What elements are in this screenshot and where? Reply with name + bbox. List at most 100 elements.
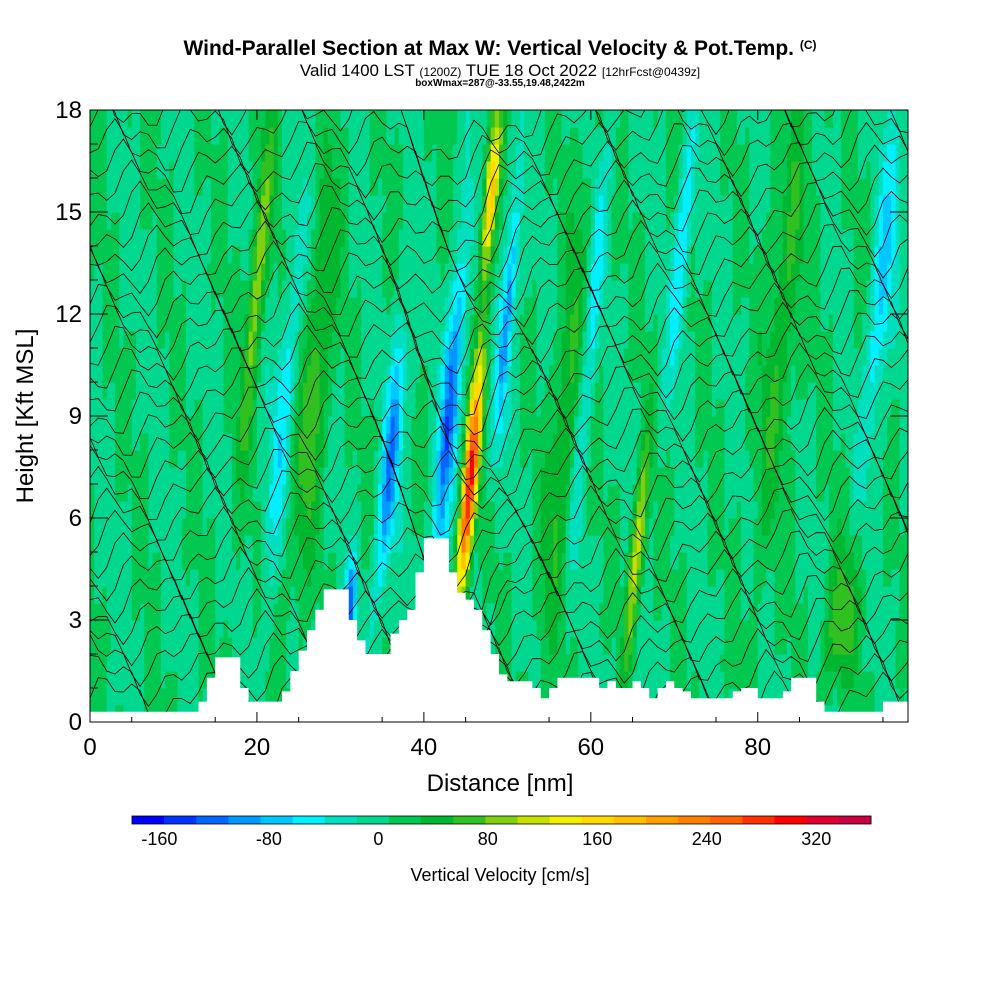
velocity-cell [327, 416, 333, 553]
velocity-cell [206, 110, 212, 179]
velocity-cell [515, 110, 521, 145]
velocity-cell [240, 110, 246, 281]
velocity-cell [891, 144, 897, 264]
velocity-cell [494, 229, 500, 264]
velocity-cell [453, 144, 458, 264]
velocity-cell [837, 110, 842, 451]
velocity-cell [448, 280, 454, 315]
velocity-cell [786, 637, 792, 722]
velocity-cell [549, 365, 554, 451]
velocity-cell [448, 484, 454, 502]
velocity-cell [874, 110, 880, 196]
velocity-cell [887, 348, 892, 417]
velocity-cell [102, 110, 108, 400]
colorbar-swatch [613, 816, 647, 824]
velocity-cell [791, 110, 796, 162]
velocity-cell [486, 127, 492, 145]
velocity-cell [490, 178, 496, 196]
velocity-cell [845, 552, 851, 587]
velocity-cell [745, 127, 750, 298]
velocity-cell [519, 110, 525, 213]
velocity-cell [332, 178, 337, 332]
velocity-cell [386, 416, 392, 434]
velocity-cell [782, 110, 788, 196]
velocity-cell [190, 110, 195, 417]
velocity-cell [357, 110, 362, 281]
velocity-cell [582, 331, 588, 366]
velocity-cell [252, 246, 258, 281]
velocity-cell [895, 620, 901, 689]
velocity-cell [486, 246, 492, 264]
velocity-cell [215, 144, 220, 298]
velocity-cell [444, 110, 450, 264]
velocity-cell [824, 127, 830, 332]
velocity-cell [307, 212, 312, 281]
velocity-cell [453, 331, 458, 417]
velocity-cell [236, 110, 241, 247]
velocity-cell [749, 110, 755, 264]
velocity-cell [620, 637, 625, 722]
velocity-cell [486, 314, 492, 400]
velocity-cell [269, 637, 275, 722]
velocity-cell [457, 365, 463, 400]
velocity-cell [507, 331, 513, 366]
velocity-cell [870, 263, 876, 332]
velocity-cell [256, 212, 262, 230]
velocity-cell [194, 569, 200, 722]
velocity-cell [599, 110, 604, 128]
velocity-cell [857, 178, 863, 349]
velocity-cell [728, 518, 734, 689]
velocity-cell [169, 467, 175, 672]
velocity-cell [248, 161, 254, 230]
velocity-cell [882, 161, 888, 196]
velocity-cell [307, 110, 312, 196]
subtitle-fcst: [12hrFcst@0439z] [601, 65, 701, 79]
velocity-cell [569, 212, 575, 315]
velocity-cell [503, 399, 508, 451]
velocity-cell [394, 110, 400, 128]
velocity-cell [90, 484, 95, 722]
velocity-cell [386, 110, 392, 145]
velocity-cell [252, 501, 258, 638]
colorbar-label: Vertical Velocity [cm/s] [410, 865, 589, 885]
velocity-cell [265, 144, 271, 179]
velocity-cell [127, 484, 133, 722]
colorbar-swatch [196, 816, 229, 824]
velocity-cell [369, 399, 375, 536]
velocity-cell [553, 433, 559, 519]
velocity-cell [148, 569, 154, 722]
velocity-cell [778, 654, 784, 722]
velocity-cell [503, 263, 508, 298]
velocity-cell [499, 569, 504, 722]
velocity-cell [632, 501, 638, 519]
velocity-cell [757, 246, 763, 332]
colorbar-swatch [806, 816, 840, 824]
velocity-cell [628, 110, 634, 230]
velocity-cell [490, 263, 496, 298]
velocity-cell [891, 263, 897, 349]
velocity-cell [185, 110, 191, 417]
velocity-cell [611, 280, 617, 485]
velocity-cell [403, 399, 408, 722]
velocity-cell [486, 110, 492, 128]
velocity-cell [457, 433, 463, 468]
velocity-cell [457, 535, 463, 587]
velocity-cell [778, 450, 784, 655]
velocity-cell [653, 518, 659, 621]
velocity-cell [198, 399, 204, 706]
velocity-cell [173, 297, 179, 468]
velocity-cell [615, 484, 621, 722]
velocity-cell [490, 246, 496, 264]
velocity-cell [394, 450, 400, 468]
velocity-cell [469, 433, 475, 451]
velocity-cell [461, 365, 467, 417]
velocity-cell [557, 620, 563, 689]
velocity-cell [311, 348, 316, 502]
velocity-cell [887, 416, 892, 587]
velocity-cell [256, 620, 262, 722]
velocity-cell [290, 433, 296, 587]
velocity-cell [716, 569, 721, 722]
velocity-cell [115, 212, 120, 502]
velocity-cell [332, 110, 337, 179]
velocity-cell [695, 110, 700, 162]
